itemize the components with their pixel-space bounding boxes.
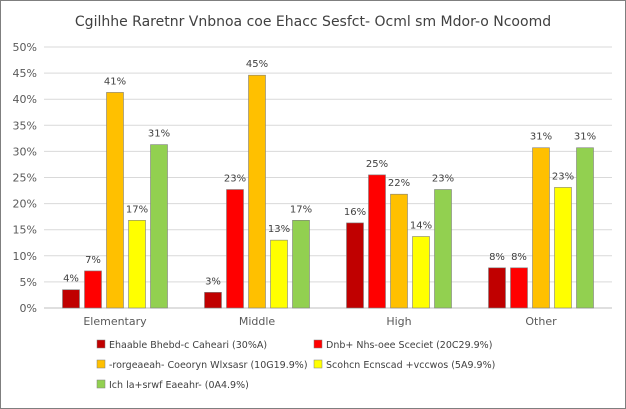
bar-other-series-1 <box>488 267 506 309</box>
x-axis-categories: Elementary Middle High Other <box>83 315 557 328</box>
bar-middle-series-2 <box>226 189 244 309</box>
y-tick-label: 0% <box>20 302 37 315</box>
y-tick-label: 15% <box>13 224 37 237</box>
x-category-label: Middle <box>239 315 276 328</box>
y-tick-label: 25% <box>13 172 37 185</box>
bar-high-series-3 <box>390 193 408 309</box>
data-label: 8% <box>489 252 505 263</box>
legend-label: Ich la+srwf Eaeahr- (0A4.9%) <box>109 380 249 391</box>
data-label: 31% <box>148 129 170 140</box>
legend-swatch <box>96 339 106 349</box>
bar-other-series-5 <box>576 147 594 309</box>
bar-other-series-4 <box>554 187 572 309</box>
data-label: 7% <box>85 255 101 266</box>
y-tick-label: 45% <box>13 67 37 80</box>
y-tick-label: 50% <box>13 41 37 54</box>
x-category-label: High <box>386 315 411 328</box>
data-label: 23% <box>552 171 574 182</box>
legend-swatch <box>96 379 106 389</box>
legend-swatch <box>313 359 323 369</box>
y-tick-label: 30% <box>13 145 37 158</box>
bar-elementary-series-1 <box>62 289 80 309</box>
x-category-label: Elementary <box>83 315 147 328</box>
legend-label: Ehaable Bhebd-c Caheari (30%A) <box>109 340 267 351</box>
data-labels: 4%7%41%17%31%3%23%45%13%17% 16%25%22%14%2… <box>63 59 596 287</box>
y-tick-label: 5% <box>20 276 37 289</box>
data-label: 23% <box>224 174 246 185</box>
bar-high-series-1 <box>346 222 364 309</box>
bar-high-series-2 <box>368 174 386 309</box>
bar-other-series-2 <box>510 267 528 309</box>
y-tick-label: 35% <box>13 119 37 132</box>
data-label: 16% <box>344 207 366 218</box>
bar-elementary-series-2 <box>84 270 102 309</box>
legend: Ehaable Bhebd-c Caheari (30%A) Dnb+ Nhs-o… <box>96 339 495 391</box>
legend-label: Dnb+ Nhs-oee Sceciet (20C29.9%) <box>326 340 492 351</box>
data-label: 13% <box>268 224 290 235</box>
y-tick-label: 40% <box>13 93 37 106</box>
data-label: 17% <box>290 204 312 215</box>
bar-high-series-5 <box>434 189 452 309</box>
bar-elementary-series-4 <box>128 220 146 309</box>
chart-title: Cgilhhe Raretnr Vnbnoa coe Ehacc Sesfct-… <box>75 14 551 30</box>
x-category-label: Other <box>525 315 557 328</box>
data-label: 31% <box>530 132 552 143</box>
legend-swatch <box>313 339 323 349</box>
bar-middle-series-5 <box>292 220 310 309</box>
legend-swatch <box>96 359 106 369</box>
bar-high-series-4 <box>412 236 430 309</box>
data-label: 25% <box>366 159 388 170</box>
y-axis-ticks: 0% 5% 10% 15% 20% 25% 30% 35% 40% 45% 50% <box>13 41 37 315</box>
data-label: 22% <box>388 178 410 189</box>
bar-middle-series-4 <box>270 239 288 309</box>
data-label: 17% <box>126 204 148 215</box>
y-tick-label: 20% <box>13 198 37 211</box>
bar-elementary-series-3 <box>106 92 124 309</box>
legend-label: -rorgeaeah- Coeoryn Wlxsasr (10G19.9%) <box>109 360 308 371</box>
data-label: 41% <box>104 76 126 87</box>
data-label: 8% <box>511 252 527 263</box>
bars <box>62 74 594 309</box>
data-label: 31% <box>574 132 596 143</box>
legend-label: Scohcn Ecnscad +vccwos (5A9.9%) <box>326 360 495 371</box>
data-label: 4% <box>63 274 79 285</box>
bar-elementary-series-5 <box>150 144 168 309</box>
data-label: 45% <box>246 59 268 70</box>
bar-middle-series-1 <box>204 292 222 309</box>
bar-other-series-3 <box>532 147 550 309</box>
data-label: 3% <box>205 276 221 287</box>
bar-middle-series-3 <box>248 74 266 309</box>
data-label: 23% <box>432 174 454 185</box>
y-tick-label: 10% <box>13 250 37 263</box>
data-label: 14% <box>410 220 432 231</box>
